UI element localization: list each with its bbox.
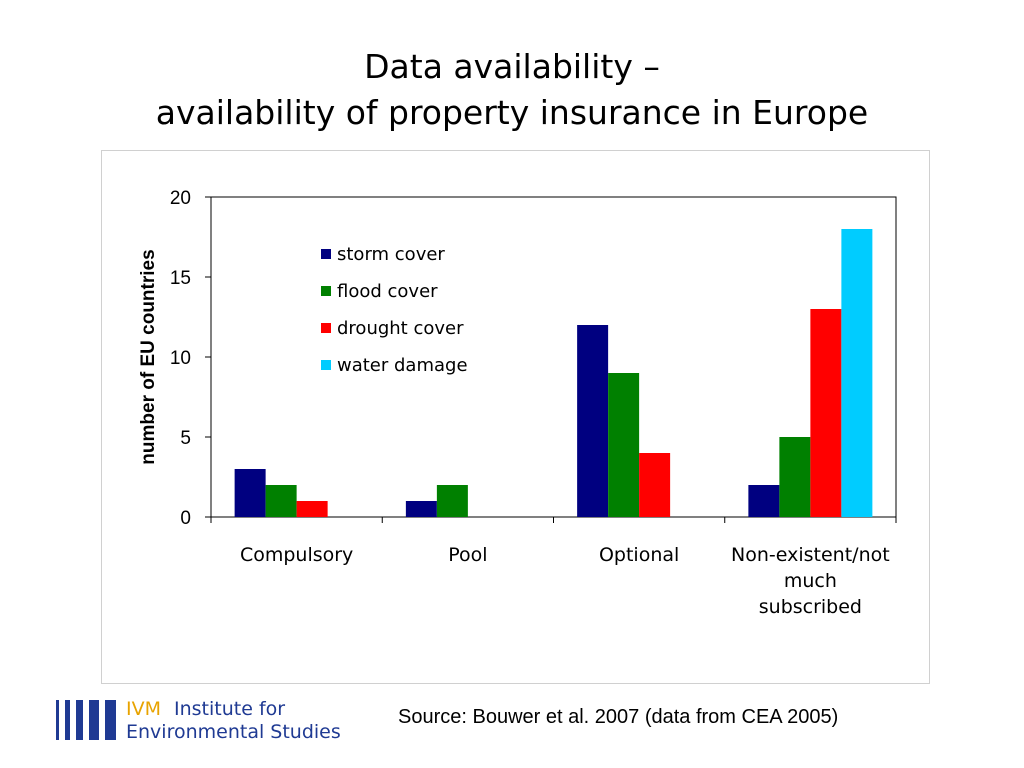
legend-swatch (321, 360, 331, 370)
x-category-label: Non-existent/not (731, 544, 890, 566)
x-category-label: subscribed (759, 596, 862, 618)
logo-bar-4 (89, 700, 99, 740)
x-category-label: Compulsory (240, 544, 353, 566)
logo-name-line2: Environmental Studies (126, 721, 341, 743)
logo-bar-3 (76, 700, 83, 740)
legend-swatch (321, 286, 331, 296)
legend-swatch (321, 249, 331, 259)
bar-flood-cover-1 (265, 485, 297, 517)
legend-label: storm cover (337, 244, 445, 265)
chart-frame (101, 150, 930, 684)
bar-drought-cover-3 (639, 453, 671, 517)
bar-flood-cover-4 (779, 437, 811, 517)
y-axis-ticks: 0 5 10 15 20 (170, 188, 211, 529)
bar-drought-cover-1 (296, 501, 328, 517)
x-category-label: Pool (448, 544, 487, 566)
y-tick-label: 10 (170, 348, 191, 369)
slide-title-line1: Data availability – (364, 47, 660, 86)
slide-title: Data availability – availability of prop… (0, 44, 1024, 136)
legend: storm cover flood cover drought cover water… (321, 244, 468, 376)
bar-storm-cover-4 (748, 485, 780, 517)
legend-swatch (321, 323, 331, 333)
y-axis-label: number of EU countries (138, 249, 159, 464)
bar-storm-cover-3 (577, 325, 609, 517)
bar-storm-cover-1 (234, 469, 266, 517)
y-tick-label: 0 (180, 508, 191, 529)
logo-acronym: IVM (126, 698, 161, 720)
bar-water-damage-4 (841, 229, 873, 517)
legend-label: water damage (337, 355, 468, 376)
logo-name-line1: Institute for (174, 698, 286, 720)
bar-drought-cover-4 (810, 309, 842, 517)
bar-flood-cover-2 (436, 485, 468, 517)
bar-flood-cover-3 (608, 373, 640, 517)
ivm-logo: IVM Institute for Environmental Studies (56, 697, 376, 743)
slide-title-line2: availability of property insurance in Eu… (155, 93, 869, 132)
legend-label: flood cover (337, 281, 438, 302)
y-tick-label: 15 (170, 268, 191, 289)
y-axis-label-part: countries (138, 249, 159, 340)
bar-storm-cover-2 (405, 501, 437, 517)
source-note: Source: Bouwer et al. 2007 (data from CE… (398, 706, 839, 728)
bars (234, 229, 873, 517)
y-tick-label: 5 (180, 428, 191, 449)
logo-bar-1 (56, 700, 59, 740)
x-axis-ticks (210, 517, 897, 523)
y-tick-label: 20 (170, 188, 191, 209)
legend-label: drought cover (337, 318, 464, 339)
x-category-label: Optional (599, 544, 679, 566)
y-axis-label-part: EU (138, 340, 159, 366)
x-category-label: much (784, 570, 837, 592)
category-labels: Compulsory Pool Optional Non-existent/not mu… (240, 544, 890, 618)
y-axis-label-part: number of (138, 367, 159, 465)
logo-bar-5 (105, 700, 116, 740)
logo-bar-2 (65, 700, 70, 740)
